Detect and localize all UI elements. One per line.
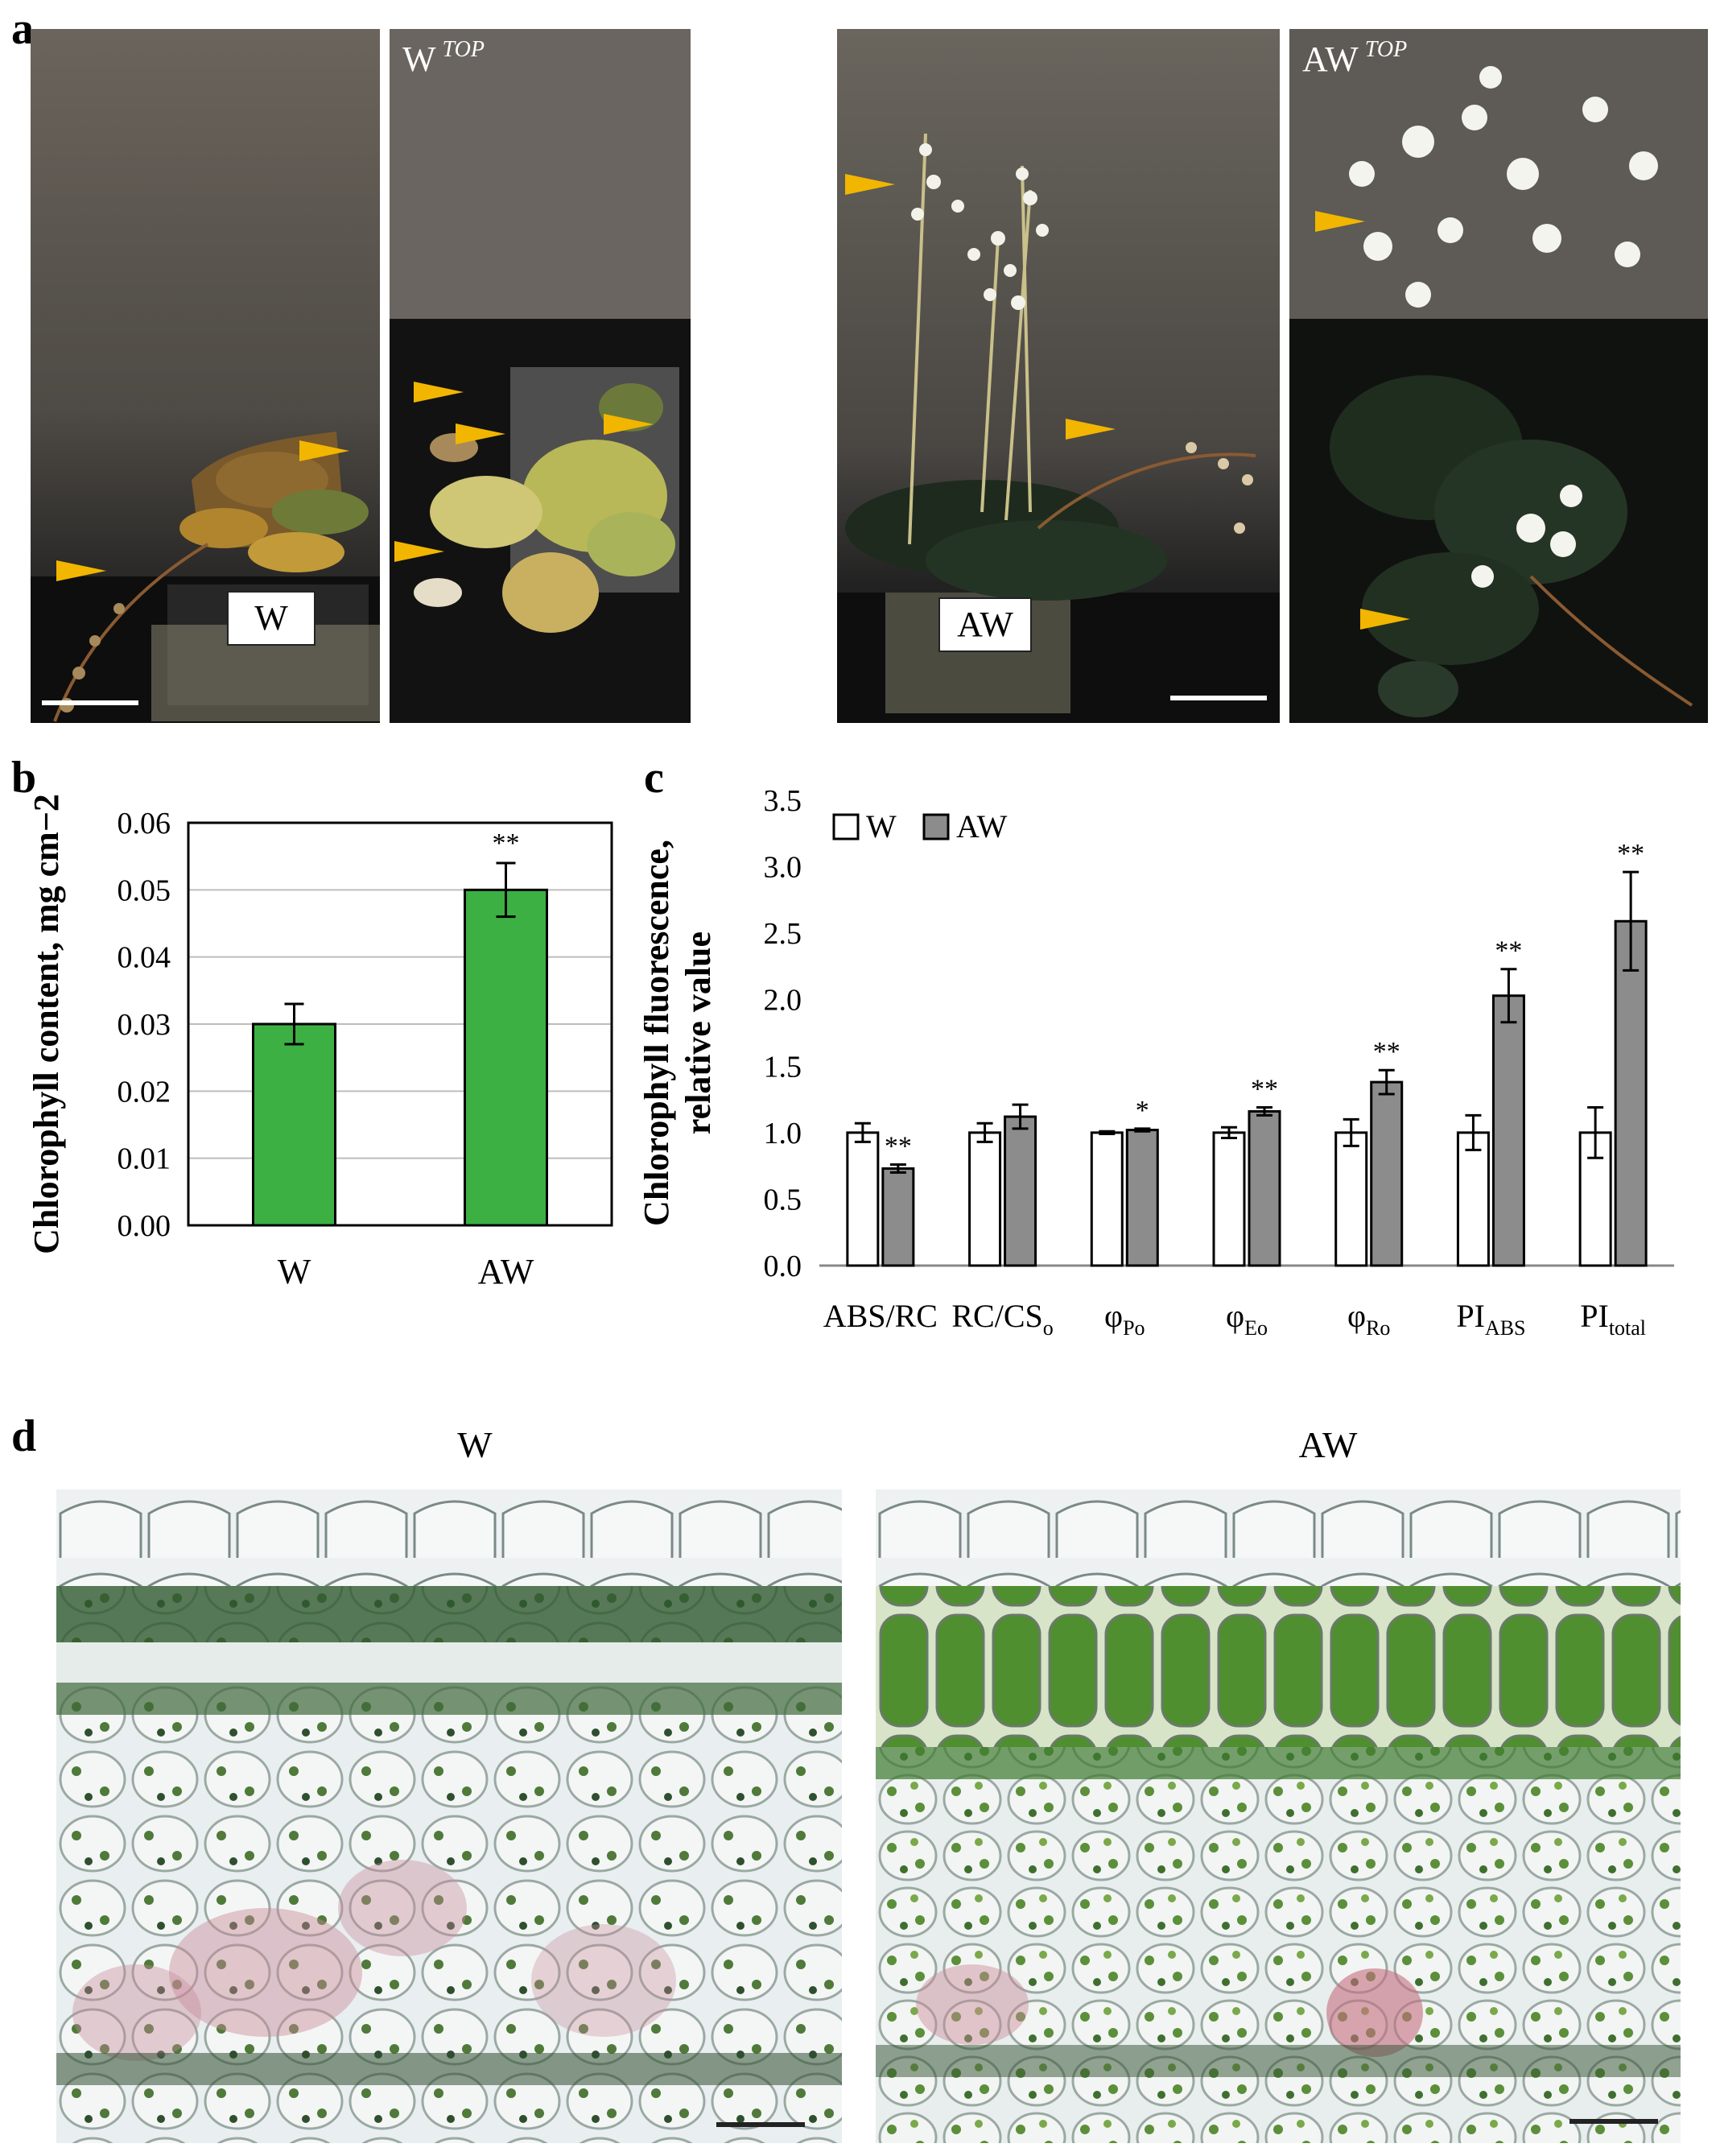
y-tick-label: 1.0 bbox=[764, 1117, 802, 1150]
panel-d-letter: d bbox=[11, 1411, 37, 1461]
panel-b-letter: b bbox=[11, 753, 37, 803]
orange-arrowhead-icon bbox=[1066, 419, 1116, 440]
bar bbox=[968, 1131, 1002, 1267]
significance-mark: * bbox=[1136, 1096, 1149, 1125]
x-tick-label: PIABS bbox=[1456, 1298, 1525, 1340]
y-tick-label: 0.5 bbox=[764, 1183, 802, 1216]
legend-swatch bbox=[922, 813, 950, 841]
x-tick-label: φEo bbox=[1226, 1298, 1268, 1340]
y-axis-label-line1: Chlorophyll fluorescence, bbox=[644, 840, 676, 1226]
bar bbox=[1090, 1131, 1124, 1267]
scale-bar bbox=[1569, 2119, 1658, 2124]
photo-w-top: W TOP bbox=[390, 29, 691, 723]
micrograph-aw bbox=[876, 1489, 1681, 2143]
significance-mark: ** bbox=[493, 828, 520, 858]
micrograph-title-aw: AW bbox=[1298, 1424, 1358, 1465]
bar bbox=[1491, 994, 1525, 1267]
y-tick-label: 0.04 bbox=[118, 941, 171, 975]
x-tick-label: φPo bbox=[1104, 1298, 1145, 1340]
chart-chlorophyll-content: 0.00 0.01 0.02 0.03 0.04 0.05 0.06 W ** AW Chlorop… bbox=[27, 794, 613, 1291]
x-tick-label: W bbox=[278, 1252, 311, 1291]
y-axis-label-line2: relative value bbox=[679, 931, 718, 1134]
orange-arrowhead-icon bbox=[1360, 609, 1410, 630]
bar bbox=[1370, 1080, 1404, 1267]
bar bbox=[1456, 1131, 1490, 1267]
x-tick-label: φRo bbox=[1347, 1298, 1390, 1340]
bar bbox=[1212, 1131, 1246, 1267]
orange-arrowhead-icon bbox=[1315, 211, 1365, 232]
significance-mark: ** bbox=[1251, 1074, 1278, 1104]
bar bbox=[1004, 1115, 1037, 1267]
y-axis-label: Chlorophyll content, mg cm−2 bbox=[27, 794, 66, 1254]
orange-arrowhead-icon bbox=[414, 382, 464, 403]
significance-mark: ** bbox=[885, 1131, 912, 1161]
y-tick-label: 1.5 bbox=[764, 1050, 802, 1084]
significance-mark: ** bbox=[1617, 839, 1644, 869]
orange-arrowhead-icon bbox=[299, 440, 349, 461]
photo-aw-top: AW TOP bbox=[1289, 29, 1708, 723]
y-tick-label: 2.0 bbox=[764, 984, 802, 1018]
bar bbox=[464, 888, 548, 1227]
y-tick-label: 0.00 bbox=[118, 1209, 171, 1243]
y-tick-label: 2.5 bbox=[764, 917, 802, 951]
photo-aw-side: AW bbox=[837, 29, 1280, 723]
scale-bar bbox=[1170, 696, 1267, 700]
orange-arrowhead-icon bbox=[845, 174, 895, 195]
significance-mark: ** bbox=[1373, 1037, 1400, 1067]
legend-label: W bbox=[866, 808, 897, 845]
orange-arrowhead-icon bbox=[604, 414, 654, 435]
x-tick-label: RC/CSo bbox=[951, 1298, 1053, 1340]
x-tick-label: AW bbox=[478, 1252, 534, 1291]
photo-w-side: W bbox=[31, 29, 380, 723]
y-tick-label: 3.5 bbox=[764, 784, 802, 818]
photo-label-sup: TOP bbox=[1364, 37, 1408, 62]
significance-mark: ** bbox=[1495, 936, 1522, 966]
bar bbox=[1334, 1131, 1368, 1267]
legend-swatch bbox=[832, 813, 860, 841]
orange-arrowhead-icon bbox=[56, 560, 106, 581]
panel-c-letter: c bbox=[644, 753, 664, 803]
bar bbox=[252, 1022, 336, 1227]
plot-frame bbox=[187, 821, 613, 1227]
panel-a-letter: a bbox=[11, 4, 34, 54]
pot-label-aw: AW bbox=[938, 597, 1032, 652]
photo-label-text: W bbox=[402, 39, 436, 79]
photo-label-w-top: W TOP bbox=[402, 39, 485, 77]
scale-bar bbox=[42, 700, 138, 705]
photo-label-aw-top: AW TOP bbox=[1302, 39, 1407, 77]
orange-arrowhead-icon bbox=[394, 541, 444, 562]
photo-label-text: AW bbox=[1302, 39, 1359, 79]
y-tick-label: 3.0 bbox=[764, 851, 802, 885]
orange-arrowhead-icon bbox=[456, 423, 505, 444]
x-tick-label: PItotal bbox=[1580, 1298, 1646, 1340]
y-tick-label: 0.01 bbox=[118, 1142, 171, 1176]
legend-label: AW bbox=[956, 808, 1008, 845]
scale-bar bbox=[716, 2122, 805, 2127]
micrograph-w bbox=[56, 1489, 842, 2143]
pot-label-w: W bbox=[227, 591, 316, 646]
micrograph-title-w: W bbox=[457, 1424, 493, 1465]
bar bbox=[1614, 919, 1648, 1267]
bar bbox=[1125, 1129, 1159, 1267]
x-tick-label: ABS/RC bbox=[823, 1298, 938, 1334]
y-tick-label: 0.03 bbox=[118, 1008, 171, 1042]
y-tick-label: 0.06 bbox=[118, 807, 171, 841]
photo-label-sup: TOP bbox=[442, 37, 485, 62]
bar bbox=[1248, 1109, 1281, 1267]
bar bbox=[846, 1131, 880, 1267]
bar bbox=[881, 1167, 915, 1267]
y-tick-label: 0.05 bbox=[118, 874, 171, 907]
chart-chlorophyll-fluorescence: 0.0 0.5 1.0 1.5 2.0 2.5 3.0 3.5 ** ABS/RC RC/CSo * φ… bbox=[644, 784, 1674, 1340]
y-tick-label: 0.02 bbox=[118, 1075, 171, 1109]
y-tick-label: 0.0 bbox=[764, 1249, 802, 1283]
